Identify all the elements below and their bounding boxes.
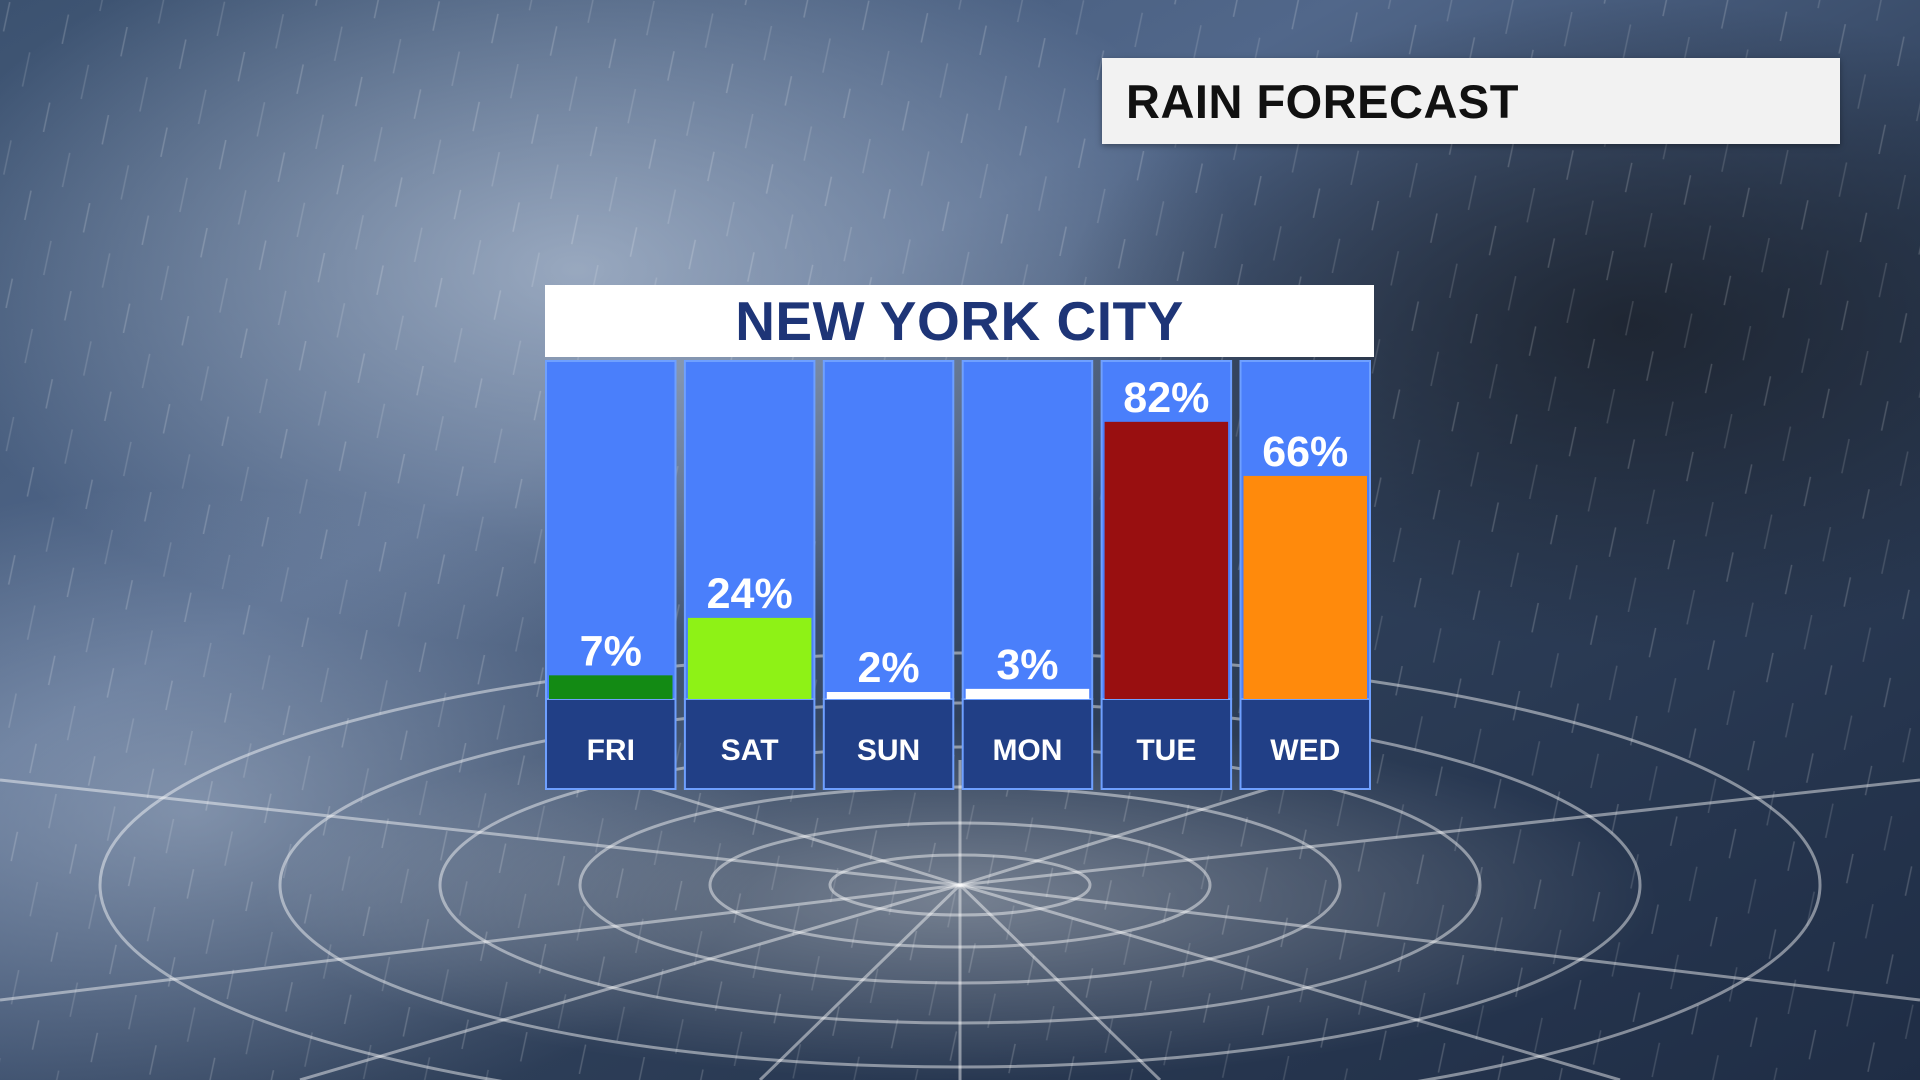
day-cell-sun: [822, 698, 955, 790]
value-label-tue: 82%: [1123, 374, 1209, 422]
bar-sat: [687, 617, 812, 699]
city-title: NEW YORK CITY: [735, 290, 1184, 352]
column-bg-fri: [545, 360, 677, 700]
column-bg-sun: [822, 360, 955, 700]
bar-fri: [549, 675, 673, 699]
value-label-wed: 66%: [1262, 428, 1348, 476]
bar-mon: [965, 688, 1090, 699]
column-bg-mon: [961, 360, 1094, 700]
day-cell-tue: [1100, 698, 1233, 790]
day-cell-fri: [545, 698, 677, 790]
rain-chance-bar-chart: 7% FRI 24% SAT 2% SUN 3% MON 82% TUE 66% WED: [545, 360, 1371, 790]
day-label-mon: MON: [992, 734, 1062, 767]
value-label-sat: 24%: [707, 570, 793, 618]
value-label-fri: 7%: [580, 627, 642, 675]
day-cell-wed: [1239, 698, 1371, 790]
rain-forecast-banner: RAIN FORECAST: [1102, 58, 1840, 144]
day-cell-sat: [683, 698, 816, 790]
day-label-sun: SUN: [857, 734, 920, 767]
day-label-fri: FRI: [587, 734, 635, 767]
day-label-tue: TUE: [1136, 734, 1196, 767]
bar-tue: [1104, 421, 1229, 699]
value-label-sun: 2%: [857, 644, 919, 692]
city-title-panel: NEW YORK CITY: [545, 285, 1374, 357]
day-cell-mon: [961, 698, 1094, 790]
rain-forecast-title: RAIN FORECAST: [1126, 74, 1519, 128]
value-label-mon: 3%: [996, 641, 1058, 689]
day-label-wed: WED: [1270, 734, 1340, 767]
day-label-sat: SAT: [721, 734, 779, 767]
bar-wed: [1243, 475, 1367, 699]
bar-sun: [826, 692, 951, 699]
